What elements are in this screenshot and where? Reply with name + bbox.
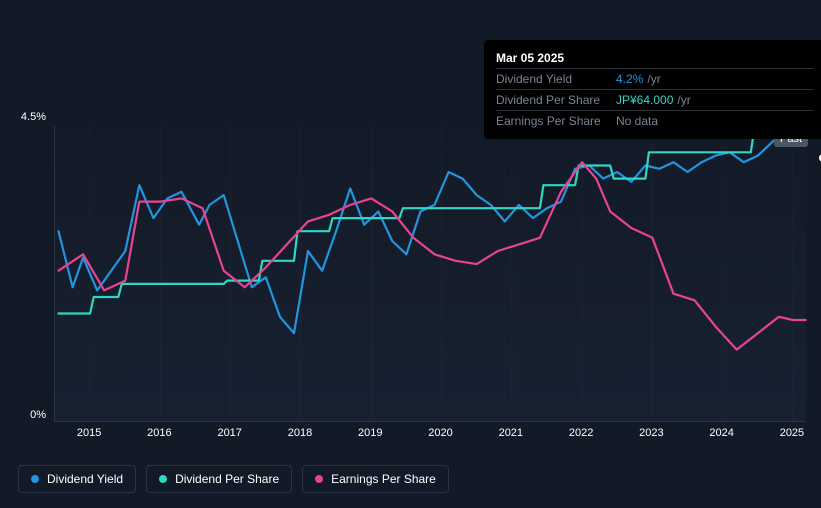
tooltip-row-label: Dividend Per Share: [496, 93, 616, 107]
tooltip-row-value: JP¥64.000: [616, 93, 673, 107]
chart-plot-area[interactable]: [54, 126, 806, 422]
x-axis-year-label: 2019: [358, 427, 382, 439]
x-axis-year-label: 2020: [428, 427, 452, 439]
tooltip-row: Earnings Per ShareNo data: [496, 110, 814, 131]
legend-dot-icon: [31, 475, 39, 483]
legend-label: Dividend Per Share: [175, 472, 279, 486]
x-axis-year-label: 2023: [639, 427, 663, 439]
tooltip-row-value: 4.2%: [616, 72, 643, 86]
tooltip-row-value: No data: [616, 114, 658, 128]
tooltip-row-label: Earnings Per Share: [496, 114, 616, 128]
x-axis-year-label: 2016: [147, 427, 171, 439]
legend-dot-icon: [315, 475, 323, 483]
tooltip-date: Mar 05 2025: [496, 48, 814, 68]
series-line: [59, 162, 806, 349]
x-axis-year-label: 2015: [77, 427, 101, 439]
legend-item[interactable]: Dividend Yield: [18, 465, 136, 493]
tooltip-row-suffix: /yr: [647, 72, 660, 86]
series-line: [59, 129, 806, 333]
legend-label: Dividend Yield: [47, 472, 123, 486]
chart-tooltip: Mar 05 2025 Dividend Yield4.2%/yrDividen…: [484, 40, 821, 139]
x-axis-year-label: 2024: [709, 427, 733, 439]
legend-item[interactable]: Dividend Per Share: [146, 465, 292, 493]
legend-item[interactable]: Earnings Per Share: [302, 465, 449, 493]
x-axis-year-label: 2018: [288, 427, 312, 439]
tooltip-row-suffix: /yr: [677, 93, 690, 107]
y-axis-label-max: 4.5%: [16, 111, 46, 123]
chart-svg: [55, 126, 807, 422]
x-axis-year-label: 2022: [569, 427, 593, 439]
series-line: [59, 126, 806, 314]
x-axis-year-label: 2017: [217, 427, 241, 439]
chart-container: 4.5% 0% Past 201520162017201820192020202…: [18, 12, 808, 432]
x-axis-year-label: 2025: [780, 427, 804, 439]
x-axis-year-label: 2021: [499, 427, 523, 439]
legend-label: Earnings Per Share: [331, 472, 436, 486]
y-axis-label-min: 0%: [16, 409, 46, 421]
chart-legend: Dividend Yield Dividend Per Share Earnings…: [18, 465, 449, 493]
legend-dot-icon: [159, 475, 167, 483]
tooltip-row-label: Dividend Yield: [496, 72, 616, 86]
tooltip-row: Dividend Yield4.2% /yr: [496, 68, 814, 89]
tooltip-row: Dividend Per ShareJP¥64.000/yr: [496, 89, 814, 110]
